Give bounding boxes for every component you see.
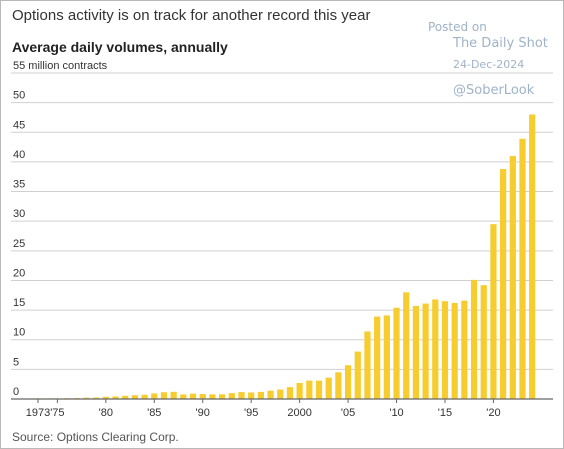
bar-2010 (393, 307, 400, 399)
bar-1986 (160, 392, 168, 399)
y-tick-label: 25 (13, 238, 25, 250)
bar-2018 (470, 279, 478, 399)
x-tick-label: '10 (389, 407, 403, 419)
bar-1982 (122, 395, 129, 399)
bar-1991 (209, 394, 216, 399)
bar-2000 (296, 382, 303, 399)
bar-2023 (519, 138, 526, 399)
bar-2008 (374, 316, 381, 399)
bar-1985 (151, 393, 158, 399)
y-tick-label: 35 (13, 179, 25, 191)
bar-2004 (335, 372, 342, 399)
y-tick-label: 10 (13, 327, 25, 339)
y-tick-label: 20 (13, 267, 25, 279)
y-tick-label: 45 (13, 119, 25, 131)
bar-2002 (315, 380, 323, 399)
bar-1987 (170, 391, 177, 399)
bar-1979 (93, 397, 100, 399)
bar-1980 (102, 396, 109, 399)
bar-2016 (451, 302, 458, 399)
bar-2005 (344, 365, 352, 399)
bar-1981 (112, 396, 119, 399)
y-tick-label: 15 (13, 297, 25, 309)
bar-1984 (141, 394, 148, 399)
bar-1995 (248, 392, 255, 399)
x-tick-label: '85 (147, 407, 161, 419)
x-tick-label: 1973 (26, 407, 50, 419)
bar-1998 (277, 389, 284, 399)
bar-1994 (238, 392, 245, 399)
bar-1992 (219, 394, 226, 399)
bar-1978 (83, 397, 90, 399)
y-tick-label: 0 (13, 386, 19, 398)
y-tick-label: 5 (13, 356, 19, 368)
y-tick-label: 40 (13, 149, 25, 161)
bar-2019 (480, 285, 487, 399)
x-tick-label: 2000 (287, 407, 311, 419)
bar-2011 (403, 292, 410, 399)
watermark-handle: @SoberLook (453, 83, 535, 98)
y-tick-label: 30 (13, 208, 25, 220)
bar-2021 (500, 169, 507, 399)
bar-2013 (422, 303, 429, 399)
chart-title: Options activity is on track for another… (12, 7, 371, 24)
bar-2015 (441, 301, 449, 399)
bar-1988 (180, 394, 187, 399)
watermark-date: 24-Dec-2024 (453, 58, 525, 71)
bar-2022 (509, 155, 516, 399)
bar-2017 (461, 300, 468, 399)
x-tick-label: '75 (50, 407, 64, 419)
chart-subtitle: Average daily volumes, annually (12, 39, 228, 55)
watermark-posted: Posted on (428, 20, 487, 34)
bar-1990 (199, 394, 206, 399)
x-tick-label: '95 (244, 407, 258, 419)
bar-1983 (131, 395, 138, 399)
watermark-site: The Daily Shot (453, 36, 548, 51)
y-axis-unit-label: 55 million contracts (13, 60, 108, 72)
bar-1997 (267, 390, 274, 399)
x-tick-label: '05 (341, 407, 355, 419)
x-tick-label: '20 (486, 407, 500, 419)
y-tick-label: 50 (13, 90, 25, 102)
bar-2024 (529, 114, 536, 399)
x-tick-label: '90 (196, 407, 210, 419)
bar-1996 (257, 391, 264, 399)
bar-2006 (354, 351, 361, 399)
bar-2009 (383, 315, 390, 399)
bar-1989 (189, 393, 197, 399)
bar-2012 (412, 305, 420, 399)
bar-1993 (228, 393, 235, 399)
bar-2007 (364, 331, 371, 399)
x-tick-label: '80 (99, 407, 113, 419)
bar-2020 (490, 224, 497, 399)
source-note: Source: Options Clearing Corp. (12, 430, 179, 444)
bar-2014 (432, 299, 439, 399)
bar-2001 (306, 380, 313, 399)
bar-1999 (286, 387, 294, 399)
x-tick-label: '15 (438, 407, 452, 419)
bar-2003 (325, 377, 332, 399)
